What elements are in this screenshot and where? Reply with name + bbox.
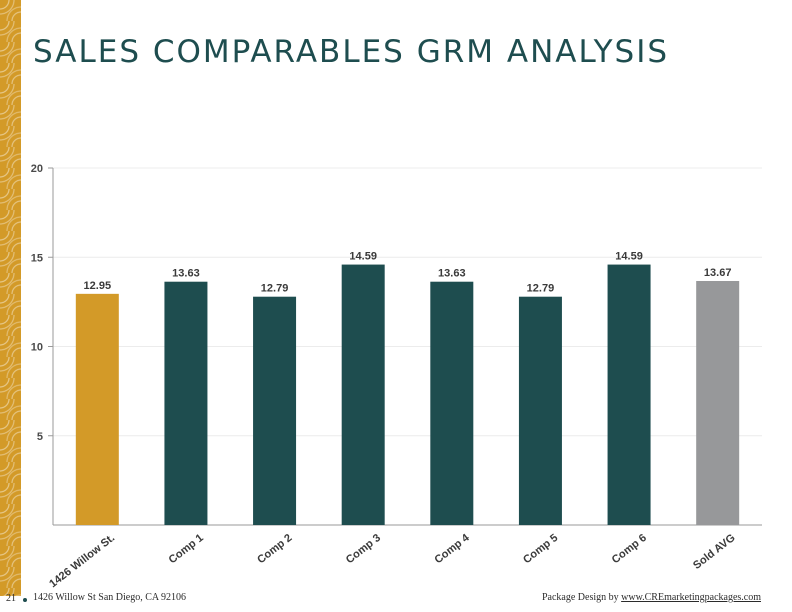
- bar: [341, 264, 385, 525]
- bar: [75, 293, 119, 525]
- data-label: 12.79: [261, 283, 289, 295]
- page-title: SALES COMPARABLES GRM ANALYSIS: [33, 34, 670, 70]
- data-label: 13.63: [172, 268, 200, 280]
- bar-chart: 5 10 15 20 12.95 1426 Willow St. 13.63 Comp 1 12…: [31, 163, 762, 590]
- y-tick-label: 5: [37, 431, 43, 443]
- footer-address: 1426 Willow St San Diego, CA 92106: [33, 592, 187, 603]
- data-label: 12.79: [527, 283, 555, 295]
- x-tick-label: 1426 Willow St.: [47, 532, 117, 590]
- data-label: 13.63: [438, 268, 466, 280]
- y-tick-label: 10: [31, 342, 43, 354]
- bar: [430, 281, 474, 525]
- bar: [518, 296, 562, 525]
- data-label: 14.59: [615, 251, 643, 263]
- data-label: 13.67: [704, 267, 732, 279]
- page-number: 21: [6, 593, 16, 604]
- x-tick-label: Comp 4: [432, 531, 472, 566]
- data-label: 14.59: [349, 251, 377, 263]
- bar: [607, 264, 651, 525]
- x-tick-label: Comp 5: [521, 532, 560, 566]
- y-tick-label: 15: [31, 252, 43, 264]
- data-label: 12.95: [84, 280, 112, 292]
- bar: [164, 281, 208, 525]
- x-tick-label: Comp 3: [344, 532, 383, 566]
- bar: [253, 296, 297, 525]
- x-tick-label: Sold AVG: [691, 532, 737, 572]
- x-tick-label: Comp 1: [167, 532, 206, 566]
- footer-bullet: [23, 598, 27, 602]
- footer-credit-prefix: Package Design by: [541, 592, 622, 603]
- bar: [696, 280, 740, 525]
- decorative-side-band: [0, 0, 21, 596]
- y-tick-label: 20: [31, 163, 43, 175]
- x-tick-label: Comp 6: [610, 532, 649, 566]
- footer-credit-link[interactable]: www.CREmarketingpackages.com: [621, 592, 761, 603]
- x-tick-label: Comp 2: [255, 532, 294, 566]
- footer-credit: Package Design by www.CREmarketingpackag…: [542, 592, 761, 603]
